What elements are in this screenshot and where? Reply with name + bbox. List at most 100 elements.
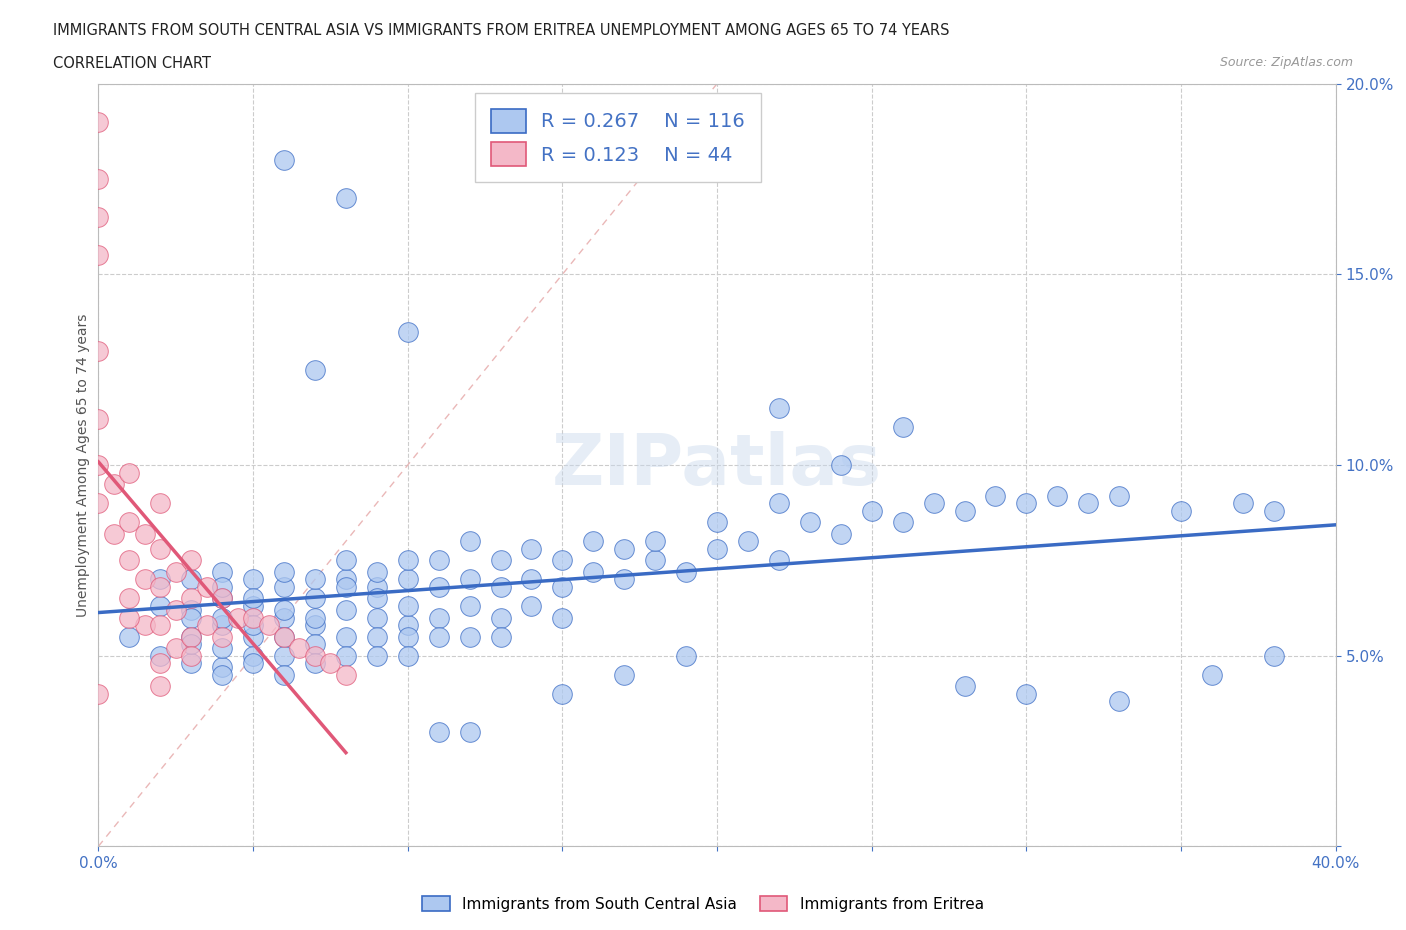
Point xyxy=(396,553,419,568)
Point xyxy=(830,458,852,472)
Point xyxy=(118,630,141,644)
Point xyxy=(335,648,357,663)
Point xyxy=(551,579,574,594)
Point xyxy=(242,630,264,644)
Point xyxy=(427,724,450,739)
Point xyxy=(396,572,419,587)
Point xyxy=(1232,496,1254,511)
Point xyxy=(180,630,202,644)
Point xyxy=(396,648,419,663)
Point xyxy=(304,656,326,671)
Point xyxy=(520,599,543,614)
Point xyxy=(211,659,233,674)
Point xyxy=(149,572,172,587)
Point xyxy=(242,599,264,614)
Point xyxy=(180,637,202,652)
Point xyxy=(396,599,419,614)
Point xyxy=(304,648,326,663)
Point xyxy=(366,630,388,644)
Point xyxy=(180,603,202,618)
Point xyxy=(180,656,202,671)
Point xyxy=(613,541,636,556)
Point xyxy=(427,579,450,594)
Text: ZIPatlas: ZIPatlas xyxy=(553,431,882,499)
Point xyxy=(366,591,388,606)
Point xyxy=(165,565,187,579)
Point xyxy=(211,591,233,606)
Point xyxy=(768,553,790,568)
Point xyxy=(103,477,125,492)
Point xyxy=(273,565,295,579)
Point xyxy=(1077,496,1099,511)
Point xyxy=(830,526,852,541)
Point xyxy=(984,488,1007,503)
Point xyxy=(273,630,295,644)
Point xyxy=(953,679,976,694)
Point xyxy=(288,641,311,656)
Point xyxy=(675,565,697,579)
Point xyxy=(396,618,419,632)
Point xyxy=(489,610,512,625)
Point xyxy=(1108,694,1130,709)
Point xyxy=(87,210,110,225)
Point xyxy=(675,648,697,663)
Point xyxy=(304,618,326,632)
Legend: R = 0.267    N = 116, R = 0.123    N = 44: R = 0.267 N = 116, R = 0.123 N = 44 xyxy=(475,93,761,181)
Point xyxy=(520,572,543,587)
Point xyxy=(211,579,233,594)
Point xyxy=(644,553,666,568)
Point xyxy=(366,565,388,579)
Point xyxy=(242,572,264,587)
Point xyxy=(165,603,187,618)
Point xyxy=(273,579,295,594)
Point xyxy=(335,191,357,206)
Point xyxy=(273,610,295,625)
Point xyxy=(118,591,141,606)
Point xyxy=(551,610,574,625)
Point xyxy=(242,618,264,632)
Point xyxy=(1015,686,1038,701)
Point xyxy=(134,526,156,541)
Point xyxy=(242,610,264,625)
Point xyxy=(335,668,357,683)
Text: Source: ZipAtlas.com: Source: ZipAtlas.com xyxy=(1219,56,1353,69)
Text: IMMIGRANTS FROM SOUTH CENTRAL ASIA VS IMMIGRANTS FROM ERITREA UNEMPLOYMENT AMONG: IMMIGRANTS FROM SOUTH CENTRAL ASIA VS IM… xyxy=(53,23,950,38)
Point xyxy=(458,724,481,739)
Point xyxy=(211,565,233,579)
Point xyxy=(335,579,357,594)
Point xyxy=(211,618,233,632)
Point xyxy=(489,553,512,568)
Point xyxy=(1263,503,1285,518)
Point xyxy=(768,496,790,511)
Point xyxy=(953,503,976,518)
Point xyxy=(180,591,202,606)
Point xyxy=(1263,648,1285,663)
Point xyxy=(87,114,110,129)
Point xyxy=(226,610,249,625)
Point xyxy=(613,668,636,683)
Point xyxy=(706,515,728,530)
Point xyxy=(891,515,914,530)
Point xyxy=(1201,668,1223,683)
Point xyxy=(304,610,326,625)
Point xyxy=(257,618,280,632)
Point xyxy=(335,630,357,644)
Point xyxy=(87,343,110,358)
Point xyxy=(1108,488,1130,503)
Point xyxy=(87,686,110,701)
Point xyxy=(87,458,110,472)
Point xyxy=(489,579,512,594)
Point xyxy=(149,679,172,694)
Point xyxy=(87,248,110,263)
Y-axis label: Unemployment Among Ages 65 to 74 years: Unemployment Among Ages 65 to 74 years xyxy=(76,313,90,617)
Text: CORRELATION CHART: CORRELATION CHART xyxy=(53,56,211,71)
Point xyxy=(242,648,264,663)
Point xyxy=(211,630,233,644)
Point xyxy=(134,618,156,632)
Point xyxy=(304,591,326,606)
Point xyxy=(1170,503,1192,518)
Point xyxy=(1046,488,1069,503)
Point xyxy=(613,572,636,587)
Point xyxy=(458,534,481,549)
Point xyxy=(273,153,295,167)
